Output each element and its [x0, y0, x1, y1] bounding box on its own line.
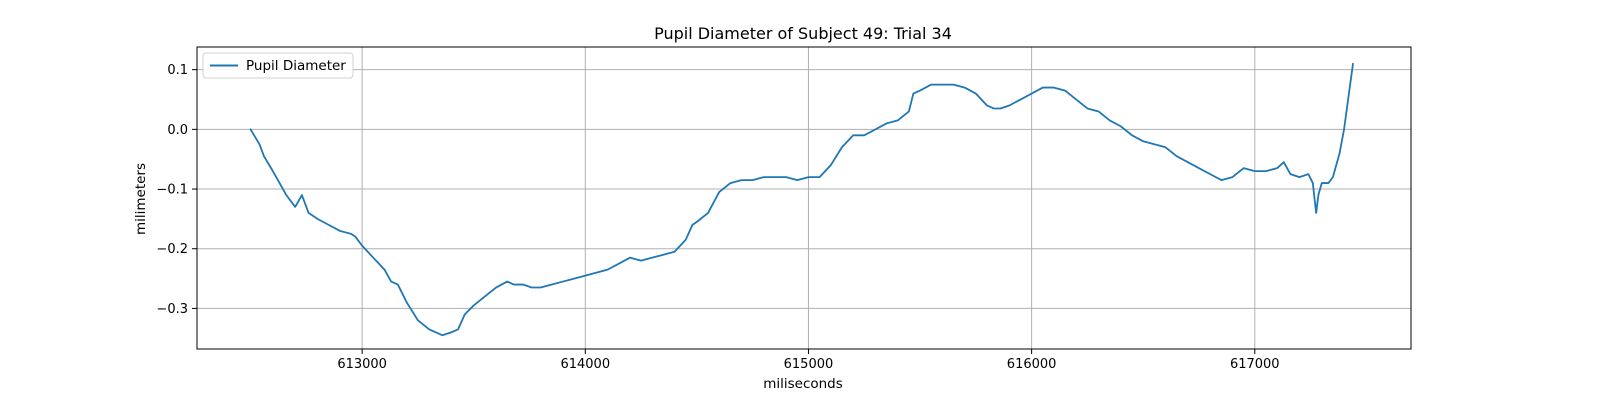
- series-layer: [249, 62, 1354, 337]
- legend-label: Pupil Diameter: [246, 58, 346, 74]
- y-ticks: −0.3 −0.2 −0.1 0.0 0.1: [156, 63, 197, 317]
- y-tick-label: −0.2: [156, 242, 188, 257]
- series-line-pupil-diameter: [249, 62, 1354, 337]
- plot-frame: [196, 46, 1412, 350]
- legend: Pupil Diameter: [202, 52, 354, 79]
- y-tick-label: −0.1: [156, 183, 188, 198]
- x-tick-label: 614000: [560, 357, 610, 372]
- legend-box: [202, 52, 354, 79]
- y-tick-label: 0.1: [167, 63, 188, 78]
- y-axis-title: milimeters: [133, 163, 149, 235]
- chart-title: Pupil Diameter of Subject 49: Trial 34: [654, 24, 952, 43]
- x-tick-label: 613000: [337, 357, 387, 372]
- x-axis-title: miliseconds: [763, 376, 843, 392]
- x-tick-label: 616000: [1007, 357, 1057, 372]
- grid-layer: [197, 47, 1411, 349]
- y-tick-label: −0.3: [156, 302, 188, 317]
- x-tick-label: 615000: [784, 357, 834, 372]
- y-tick-label: 0.0: [167, 123, 188, 138]
- x-ticks: 613000 614000 615000 616000 617000: [337, 349, 1280, 372]
- x-tick-label: 617000: [1230, 357, 1280, 372]
